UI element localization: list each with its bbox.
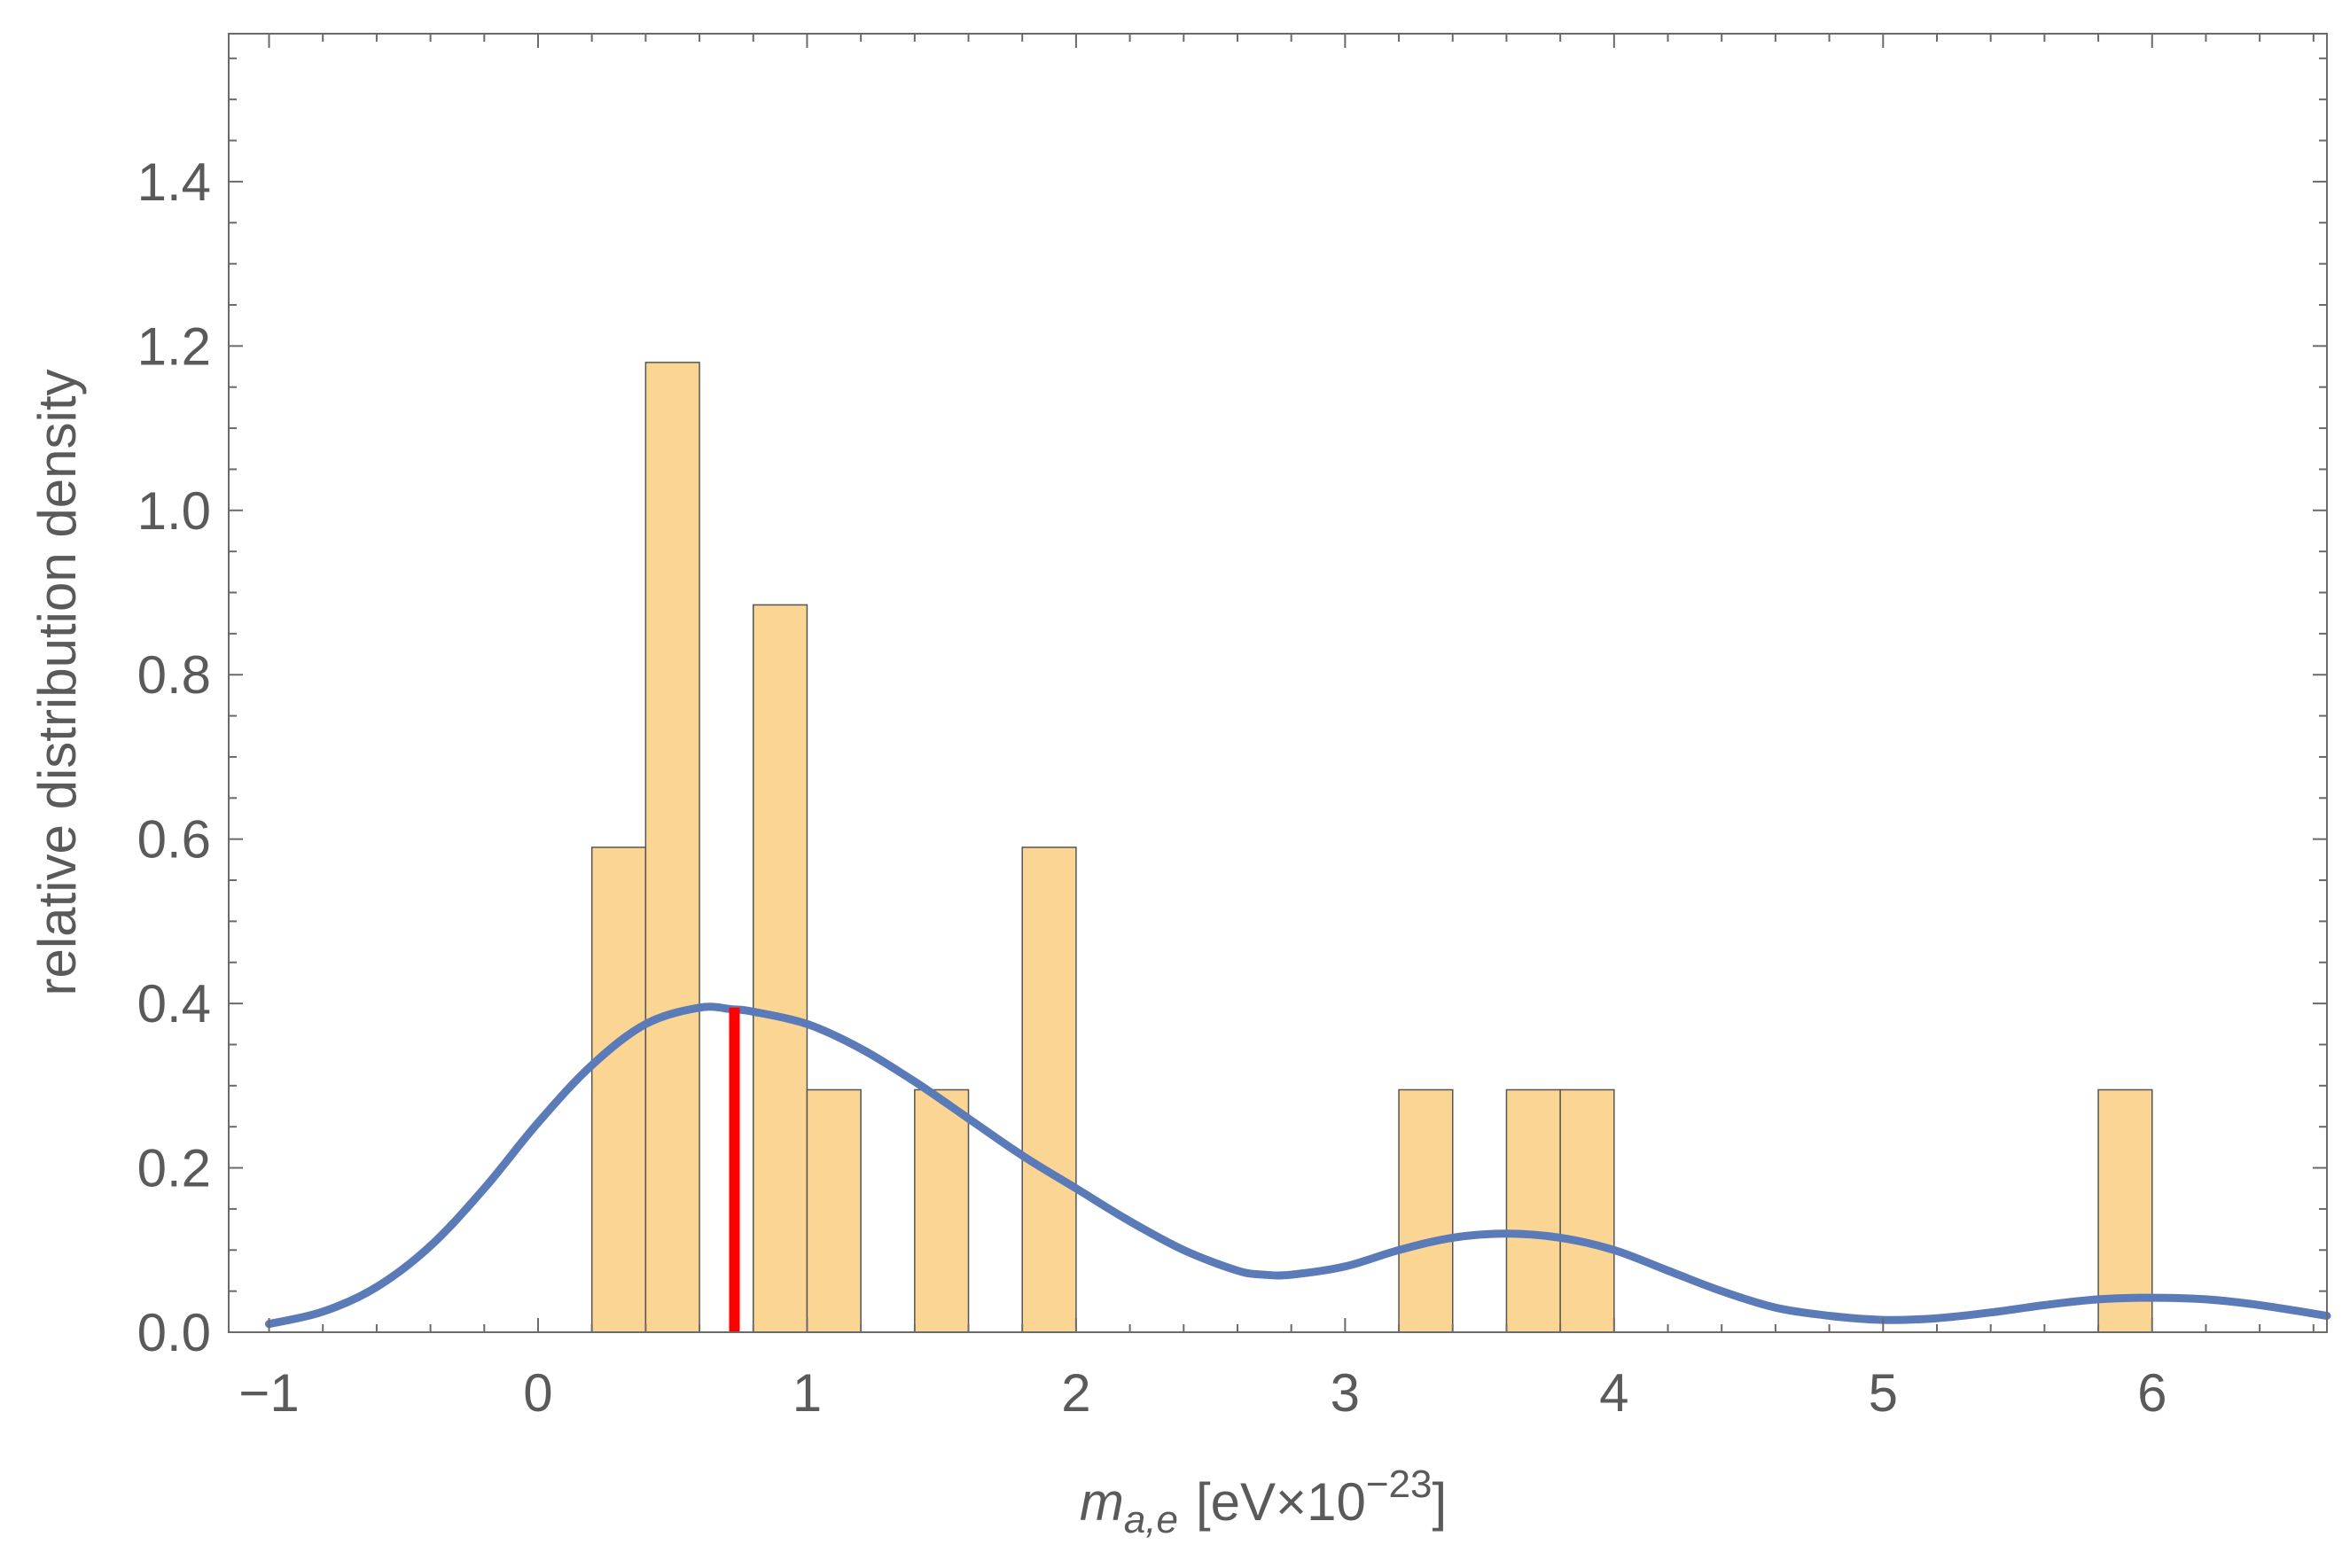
y-tick-label: 0.6: [137, 810, 211, 870]
x-tick-label: 4: [1599, 1363, 1628, 1423]
x-axis-title: ma,e [eV×10−23]: [1080, 1463, 1447, 1541]
x-tick-label: 2: [1061, 1363, 1090, 1423]
x-axis-subscript: a,e: [1124, 1498, 1178, 1541]
x-tick-label: 3: [1331, 1363, 1360, 1423]
histogram-bar-0: [590, 846, 647, 1333]
x-axis-symbol: m: [1080, 1472, 1124, 1532]
y-tick-label: 0.8: [137, 645, 211, 705]
histogram-bar-9: [2097, 1088, 2153, 1333]
x-axis-unit-prefix: [eV×10: [1196, 1472, 1366, 1532]
histogram-bar-4: [914, 1088, 970, 1333]
density-curve: [265, 1002, 2331, 1329]
x-tick-label: 1: [792, 1363, 822, 1423]
y-tick-label: 1.0: [137, 481, 211, 541]
y-tick-label: 1.4: [137, 152, 211, 212]
x-tick-label: 0: [523, 1363, 552, 1423]
y-tick-label: 0.4: [137, 974, 211, 1034]
y-tick-label: 0.2: [137, 1139, 211, 1198]
histogram-bars: [590, 362, 2153, 1333]
x-tick-label: −1: [238, 1363, 299, 1423]
histogram-bar-3: [806, 1088, 862, 1333]
histogram-bar-1: [644, 362, 700, 1333]
x-tick-label: 5: [1869, 1363, 1898, 1423]
histogram-bar-2: [753, 604, 808, 1333]
histogram-bar-7: [1505, 1088, 1561, 1333]
histogram-bar-8: [1559, 1088, 1615, 1333]
x-axis-unit-suffix: ]: [1432, 1472, 1447, 1532]
y-tick-label: 0.0: [137, 1303, 211, 1362]
plot-frame-border: [228, 33, 2328, 1333]
x-tick-label: 6: [2137, 1363, 2167, 1423]
x-axis-superscript: −23: [1366, 1463, 1433, 1506]
density-curve-layer: [265, 1002, 2331, 1329]
histogram-bar-5: [1021, 846, 1077, 1333]
tick-labels: −1 0 1 2 3 4 5 6 0.0 0.2 0.4 0.6 0.8 1.0 1.2 1.4: [137, 152, 2167, 1423]
plot-frame: [228, 33, 2328, 1333]
histogram-bar-6: [1398, 1088, 1454, 1333]
y-tick-label: 1.2: [137, 316, 211, 376]
axis-ticks: [229, 34, 2327, 1333]
y-axis-title: relative distribution density: [27, 369, 87, 995]
